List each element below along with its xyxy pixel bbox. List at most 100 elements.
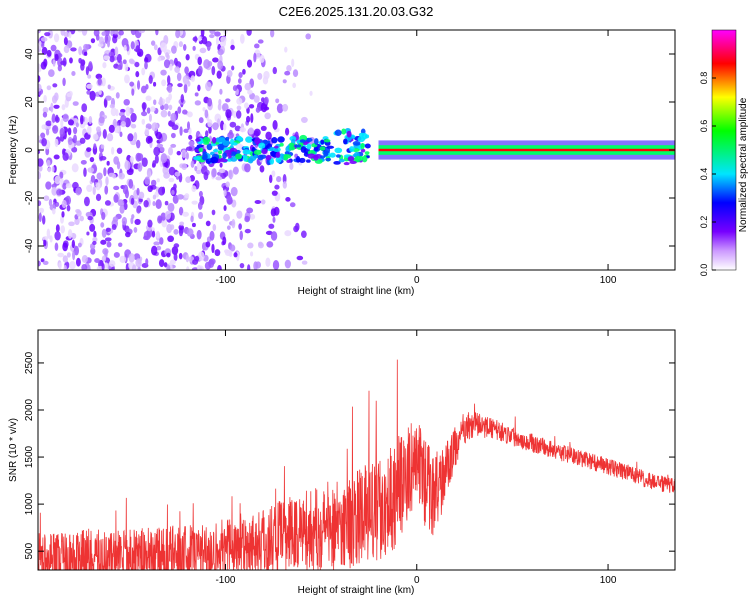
spectrogram-cell [178,224,185,231]
spectrogram-cell [60,30,66,36]
spectrogram-cell [217,150,223,155]
spectrogram-cell [102,62,107,69]
spectrogram-cell [223,213,230,222]
spectrogram-cell [268,223,275,229]
spectrogram-cell [181,149,187,159]
spectrogram-cell [92,133,99,141]
spectrogram-cell [227,169,234,179]
spectrogram-cell [260,102,268,113]
spectrogram-cell [186,121,190,131]
spectrogram-cell [65,183,73,189]
spectrogram-cell [113,194,119,203]
spectrogram-cell [67,127,72,136]
spectrogram-cell [150,179,157,187]
spectrogram-cell [144,127,150,136]
spectrogram-cell [52,124,59,134]
spectrogram-cell [63,31,70,38]
spectrogram-cell [166,252,171,258]
spectrogram-cell [197,84,201,92]
spectrogram-cell [68,221,75,227]
spectrogram-cell [263,96,269,105]
snr-ylabel: SNR (10 * v/v) [8,418,19,482]
spectrogram-cell [247,89,253,95]
spectrogram-cell [209,230,215,241]
spectrogram-cell [253,149,262,155]
spectrogram-cell [207,60,213,67]
spectrogram-cell [141,118,146,125]
spectrogram-cell [288,146,296,151]
spectrogram-ytick-label: 0 [24,147,35,153]
colorbar-tick-label: 0.8 [699,72,709,85]
spectrogram-cell [191,267,199,270]
spectrogram-cell [152,160,157,168]
spectrogram-cell [98,36,105,45]
spectrogram-cell [124,160,131,171]
spectrogram-cell [60,215,64,224]
spectrogram-cell [67,136,73,146]
spectrogram-cell [80,159,87,165]
spectrogram-cell [53,154,60,160]
spectrogram-cell [129,59,136,65]
spectrogram-cell [38,158,44,167]
spectrogram-cell [46,228,51,239]
spectrogram-cell [173,229,179,235]
spectrogram-cell [265,131,272,140]
spectrogram-cell [282,181,287,189]
colorbar-tick-label: 0.2 [699,216,709,229]
spectrogram-cell [60,118,64,128]
spectrogram-cell [270,208,277,217]
spectrogram-cell [274,184,280,190]
spectrogram-cell [250,113,254,124]
spectrogram-cell [130,197,135,205]
spectrogram-cell [226,195,233,205]
spectrogram-cell [246,207,254,214]
spectrogram-cell [255,261,262,269]
spectrogram-cell [282,103,289,112]
spectrogram-cell [257,154,264,161]
spectrogram-cell [183,128,189,133]
spectrogram-cell [147,185,153,193]
spectrogram-cell [92,240,97,246]
spectrogram-cell [323,139,331,143]
spectrogram-cell [92,186,96,195]
spectrogram-cell [111,146,115,155]
spectrogram-cell [145,95,152,101]
spectrogram-cell [245,136,253,143]
spectrogram-cell [63,36,68,46]
spectrogram-cell [66,204,71,212]
spectrogram-cell [130,123,137,129]
spectrogram-cell [89,90,96,101]
spectrogram-cell [104,237,112,242]
spectrogram-cell [95,126,101,133]
spectrogram-cell [127,133,134,142]
snr-xlabel: Height of straight line (km) [298,585,415,596]
spectrogram-cell [294,144,302,148]
spectrogram-cell [72,181,79,190]
spectrogram-cell [279,142,284,147]
spectrogram-cell [217,60,224,70]
spectrogram-cell [198,190,203,198]
spectrogram-cell [296,255,304,261]
spectrogram-heatmap [38,30,675,270]
spectrogram-cell [118,30,124,36]
spectrogram-cell [179,126,183,136]
spectrogram-cell [364,143,371,149]
spectrogram-cell [259,54,265,63]
spectrogram-cell [119,204,125,214]
spectrogram-cell [61,199,67,209]
spectrogram-cell [260,90,267,95]
spectrogram-cell [277,136,285,143]
spectrogram-xlabel: Height of straight line (km) [298,286,415,297]
spectrogram-cell [231,218,236,229]
spectrogram-ticks: -100 0 100 -40 -20 0 20 40 [24,30,675,286]
spectrogram-cell [52,208,56,215]
spectrogram-cell [276,103,284,114]
spectrogram-cell [159,237,164,245]
spectrogram-cell [151,122,159,132]
spectrogram-cell [146,107,151,114]
spectrogram-cell [238,223,242,230]
spectrogram-cell [83,196,90,207]
spectrogram-cell [329,152,336,158]
spectrogram-cell [140,85,147,94]
